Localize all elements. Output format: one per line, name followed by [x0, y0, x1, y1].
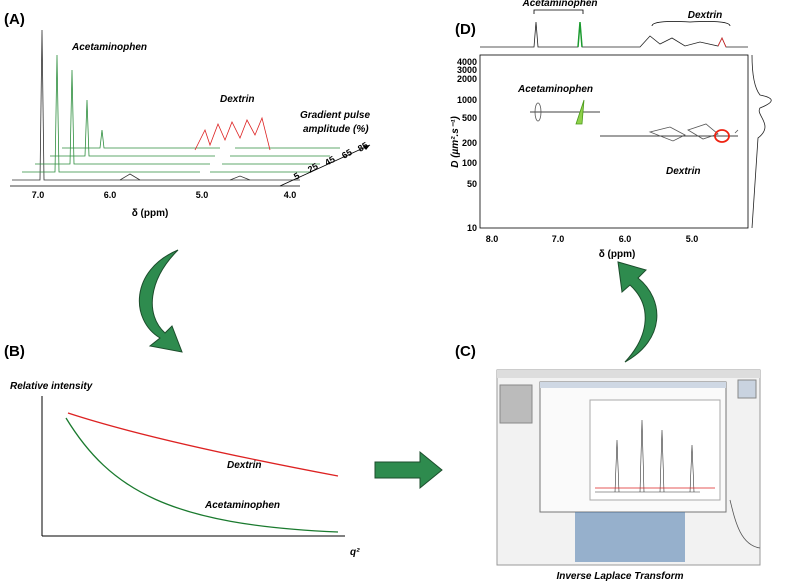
gradient-level: 45 [323, 154, 337, 168]
curve-label: Dextrin [227, 460, 261, 471]
x-axis-label: q² [350, 547, 360, 558]
x-tick-label: 7.0 [32, 190, 45, 200]
x-axis-label: δ (ppm) [132, 208, 169, 219]
y-tick-label: 4000 [457, 57, 477, 67]
stacked-spectra [10, 29, 371, 187]
top-label: Dextrin [688, 10, 722, 21]
panel-label: (A) [4, 11, 25, 28]
panel-label: (C) [455, 343, 476, 360]
curve-label: Acetaminophen [204, 500, 280, 511]
compound-label: Dextrin [220, 94, 254, 105]
curved-arrow [138, 249, 183, 353]
x-tick-label: 5.0 [196, 190, 209, 200]
y-axis-label: Relative intensity [10, 381, 93, 392]
y-tick-label: 500 [462, 113, 477, 123]
x-tick-label: 6.0 [104, 190, 117, 200]
gradient-level: 5 [292, 171, 301, 182]
arrow [374, 450, 443, 490]
y-tick-label: 1000 [457, 95, 477, 105]
compound-label: Dextrin [666, 166, 700, 177]
y-tick-label: 3000 [457, 65, 477, 75]
x-axis-label: δ (ppm) [599, 249, 636, 260]
gradient-title: amplitude (%) [303, 124, 369, 135]
x-tick-label: 8.0 [486, 234, 499, 244]
gradient-level: 25 [306, 161, 320, 175]
compound-label: Acetaminophen [517, 84, 593, 95]
dosy-plot [479, 9, 772, 229]
caption: Inverse Laplace Transform [556, 571, 683, 582]
y-tick-label: 50 [467, 179, 477, 189]
y-tick-label: 100 [462, 158, 477, 168]
top-label: Acetaminophen [521, 0, 597, 9]
y-axis-label: D (µm².s⁻¹) [450, 116, 461, 168]
x-tick-label: 7.0 [552, 234, 565, 244]
gradient-level: 65 [340, 147, 354, 161]
curved-arrow [617, 261, 658, 363]
y-tick-label: 200 [462, 138, 477, 148]
x-tick-label: 4.0 [284, 190, 297, 200]
panel-label: (D) [455, 21, 476, 38]
decay-axes [41, 396, 345, 537]
y-tick-label: 10 [467, 223, 477, 233]
gradient-title: Gradient pulse [300, 110, 370, 121]
panel-label: (B) [4, 343, 25, 360]
y-tick-label: 2000 [457, 74, 477, 84]
software-screenshot [496, 369, 761, 566]
compound-label: Acetaminophen [71, 42, 147, 53]
gradient-level: 85 [356, 140, 370, 154]
x-tick-label: 6.0 [619, 234, 632, 244]
x-tick-label: 5.0 [686, 234, 699, 244]
